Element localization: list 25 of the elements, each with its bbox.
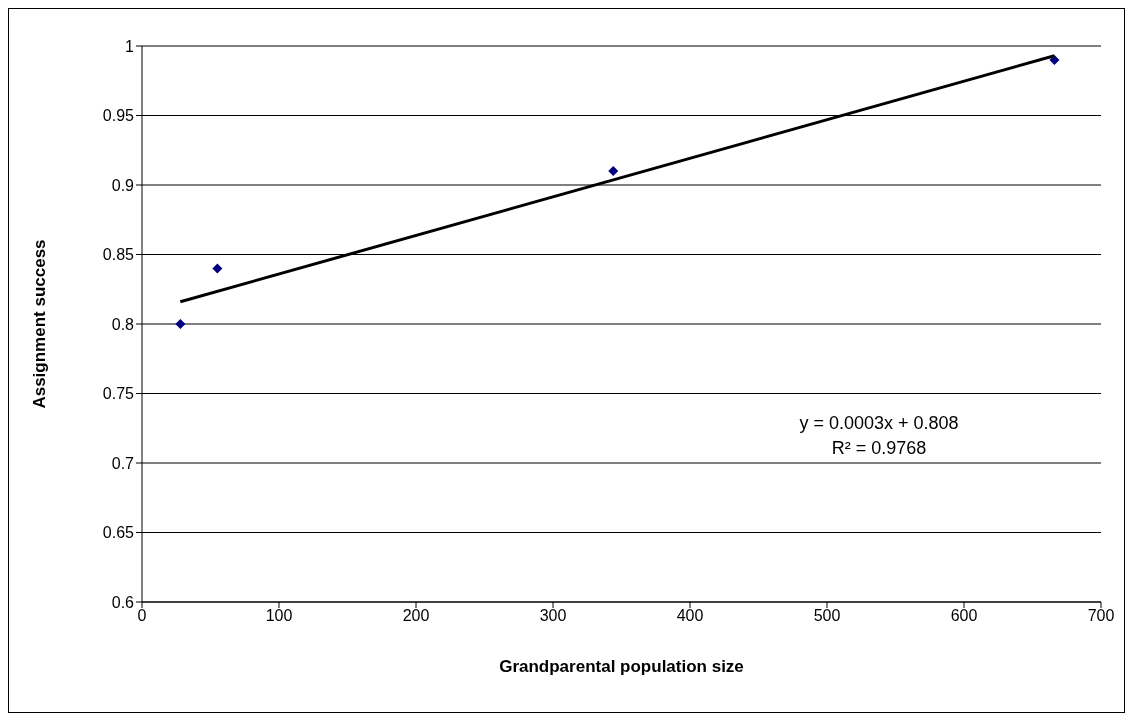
point [608, 166, 619, 177]
annotation: y = 0.0003x + 0.808 [798, 412, 960, 435]
point [175, 319, 186, 329]
x-tick-label: 200 [402, 607, 430, 625]
x-tick-label: 0 [137, 607, 147, 625]
y-tick-label: 1 [125, 37, 135, 55]
x-tick-label: 700 [1087, 607, 1115, 625]
y-tick-label: 0.8 [111, 315, 135, 333]
y-tick-label: 0.65 [102, 524, 135, 542]
y-axis-title: Assignment success [30, 239, 50, 409]
y-tick-label: 0.7 [111, 454, 135, 472]
y-tick-label: 0.95 [102, 107, 135, 125]
x-tick-label: 600 [950, 607, 978, 625]
point [1049, 54, 1060, 65]
x-tick-label: 400 [676, 607, 704, 625]
y-tick-label: 0.6 [111, 593, 135, 611]
y-tick-label: 0.9 [111, 176, 135, 194]
x-tick-label: 300 [539, 607, 567, 625]
x-axis-title: Grandparental population size [499, 657, 744, 676]
x-tick-label: 100 [265, 607, 293, 625]
point [212, 263, 223, 274]
annotation: R² = 0.9768 [830, 437, 928, 460]
y-tick-label: 0.85 [102, 246, 135, 264]
x-tick-label: 500 [813, 607, 841, 625]
y-tick-label: 0.75 [102, 385, 135, 403]
